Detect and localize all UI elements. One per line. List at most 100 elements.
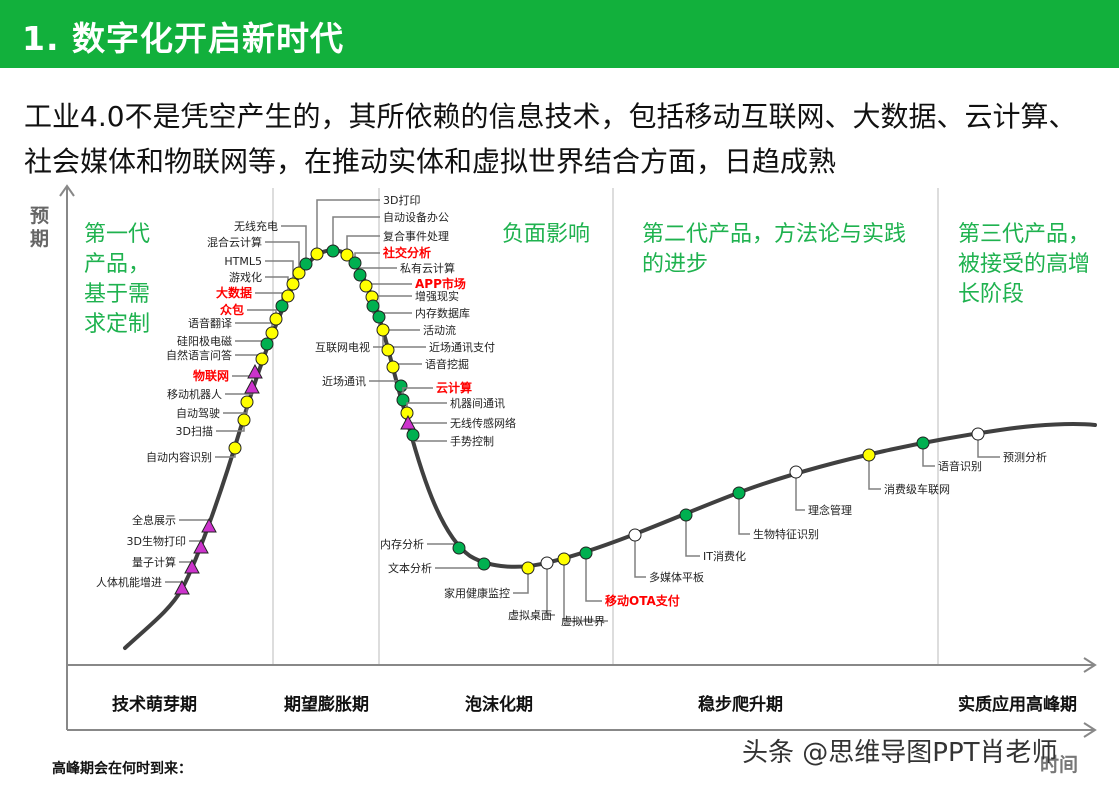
technology-item: 自动内容识别 — [146, 441, 242, 464]
leader-line — [738, 493, 750, 535]
phase-desc-third-gen: 第三代产品，被接受的高增长阶段 — [958, 222, 1091, 307]
intro-text: 工业4.0不是凭空产生的，其所依赖的信息技术，包括移动互联网、大数据、云计算、社… — [24, 100, 1077, 178]
yellow-circle-marker — [521, 561, 535, 575]
yellow-circle-marker — [862, 448, 876, 462]
leader-line — [435, 564, 485, 569]
technology-item: 消费级车联网 — [862, 448, 950, 496]
leader-line — [868, 455, 881, 490]
technology-label: 近场通讯支付 — [429, 340, 495, 354]
technology-item: 量子计算 — [132, 555, 200, 574]
technology-label: IT消费化 — [703, 549, 746, 563]
technology-label: 大数据 — [216, 285, 252, 300]
green-circle-marker — [275, 299, 289, 313]
technology-item: 自动驾驶 — [176, 395, 254, 420]
technology-label: 社交分析 — [382, 245, 431, 260]
yellow-circle-marker — [557, 552, 571, 566]
technology-item: 自然语言问答 — [166, 348, 269, 366]
technology-item: 理念管理 — [789, 465, 852, 517]
leader-line — [281, 225, 307, 264]
technology-label: 云计算 — [436, 380, 472, 395]
green-circle-marker — [348, 256, 362, 270]
technology-item: IT消费化 — [679, 508, 746, 563]
phase-peak: 期望膨胀期 — [284, 695, 369, 715]
technology-label: 无线充电 — [234, 219, 278, 233]
technology-item: 近场通讯 — [322, 374, 408, 393]
technology-label: 家用健康监控 — [444, 586, 510, 600]
technology-item: 互联网电视 — [315, 323, 390, 354]
technology-item: 物联网 — [193, 363, 263, 383]
yellow-circle-marker — [376, 323, 390, 337]
page-title: 1. 数字化开启新时代 — [22, 19, 344, 58]
technology-item: 3D扫描 — [176, 413, 251, 438]
technology-label: 内存分析 — [380, 537, 424, 551]
leader-line — [977, 434, 1000, 458]
phase-trough: 泡沫化期 — [465, 695, 533, 715]
technology-item: 私有云计算 — [353, 261, 455, 282]
technology-label: 文本分析 — [388, 561, 432, 575]
technology-label: 虚拟桌面 — [508, 608, 552, 622]
technology-item: 众包 — [220, 302, 283, 326]
technology-item: 大数据 — [216, 285, 289, 313]
yellow-circle-marker — [281, 289, 295, 303]
white-circle-marker — [628, 528, 642, 542]
technology-label: HTML5 — [224, 255, 262, 268]
leader-line — [316, 199, 380, 254]
technology-item: HTML5 — [224, 255, 300, 291]
technology-item: 语音挖掘 — [386, 357, 469, 374]
technology-item: 人体机能增进 — [96, 575, 190, 595]
white-circle-marker — [971, 427, 985, 441]
yellow-circle-marker — [265, 326, 279, 340]
yellow-circle-marker — [340, 248, 354, 262]
technology-label: 游戏化 — [229, 270, 262, 284]
technology-label: 内存数据库 — [415, 306, 470, 320]
leader-line — [365, 283, 412, 286]
technology-item: 文本分析 — [388, 557, 491, 575]
leader-line — [265, 260, 294, 284]
technology-label: 自动内容识别 — [146, 450, 212, 464]
technology-item: 内存分析 — [380, 537, 466, 555]
technology-label: 虚拟世界 — [561, 614, 605, 628]
leader-line — [332, 216, 380, 251]
technology-item: 3D打印 — [310, 193, 420, 261]
technology-label: 3D打印 — [383, 193, 420, 207]
technology-item: 复合事件处理 — [340, 229, 449, 262]
technology-label: 硅阳极电磁 — [177, 334, 232, 348]
technology-item: 自动设备办公 — [326, 210, 449, 258]
technology-item: 无线充电 — [234, 219, 313, 271]
technology-label: 混合云计算 — [207, 235, 262, 249]
x-axis-label: 时间 — [1040, 754, 1079, 776]
triangle-marker — [244, 378, 260, 394]
watermark: 头条 @思维导图PPT肖老师 — [742, 738, 1058, 768]
technology-item: 虚拟桌面 — [508, 556, 555, 622]
technology-item: 虚拟世界 — [557, 552, 608, 628]
technology-label: 语音挖掘 — [425, 357, 469, 371]
technology-label: 量子计算 — [132, 555, 176, 569]
technology-item: 社交分析 — [348, 245, 431, 270]
technology-item: 手势控制 — [406, 428, 494, 448]
triangle-marker — [193, 538, 209, 554]
leader-line — [922, 443, 935, 467]
technology-label: 3D扫描 — [176, 424, 213, 438]
question-text: 高峰期会在何时到来： — [52, 761, 192, 777]
technology-label: 自然语言问答 — [166, 348, 232, 362]
technology-item: 3D生物打印 — [127, 534, 209, 554]
green-circle-marker — [326, 244, 340, 258]
triangle-marker — [400, 414, 416, 430]
technology-label: 全息展示 — [132, 513, 176, 527]
white-circle-marker — [540, 556, 554, 570]
technology-item: 预测分析 — [971, 427, 1047, 464]
green-circle-marker — [366, 299, 380, 313]
triangle-marker — [184, 558, 200, 574]
technology-label: 近场通讯 — [322, 374, 366, 388]
yellow-circle-marker — [237, 413, 251, 427]
leader-line — [513, 568, 529, 594]
technology-label: 复合事件处理 — [383, 229, 449, 243]
triangle-marker — [201, 517, 217, 533]
technology-item: 机器间通讯 — [400, 396, 505, 420]
technology-label: 众包 — [220, 302, 244, 317]
y-axis-arrow — [59, 184, 75, 197]
technology-item: 云计算 — [396, 380, 472, 407]
technology-item: APP市场 — [359, 276, 466, 293]
leader-line — [179, 519, 210, 527]
technology-label: 多媒体平板 — [649, 570, 704, 584]
